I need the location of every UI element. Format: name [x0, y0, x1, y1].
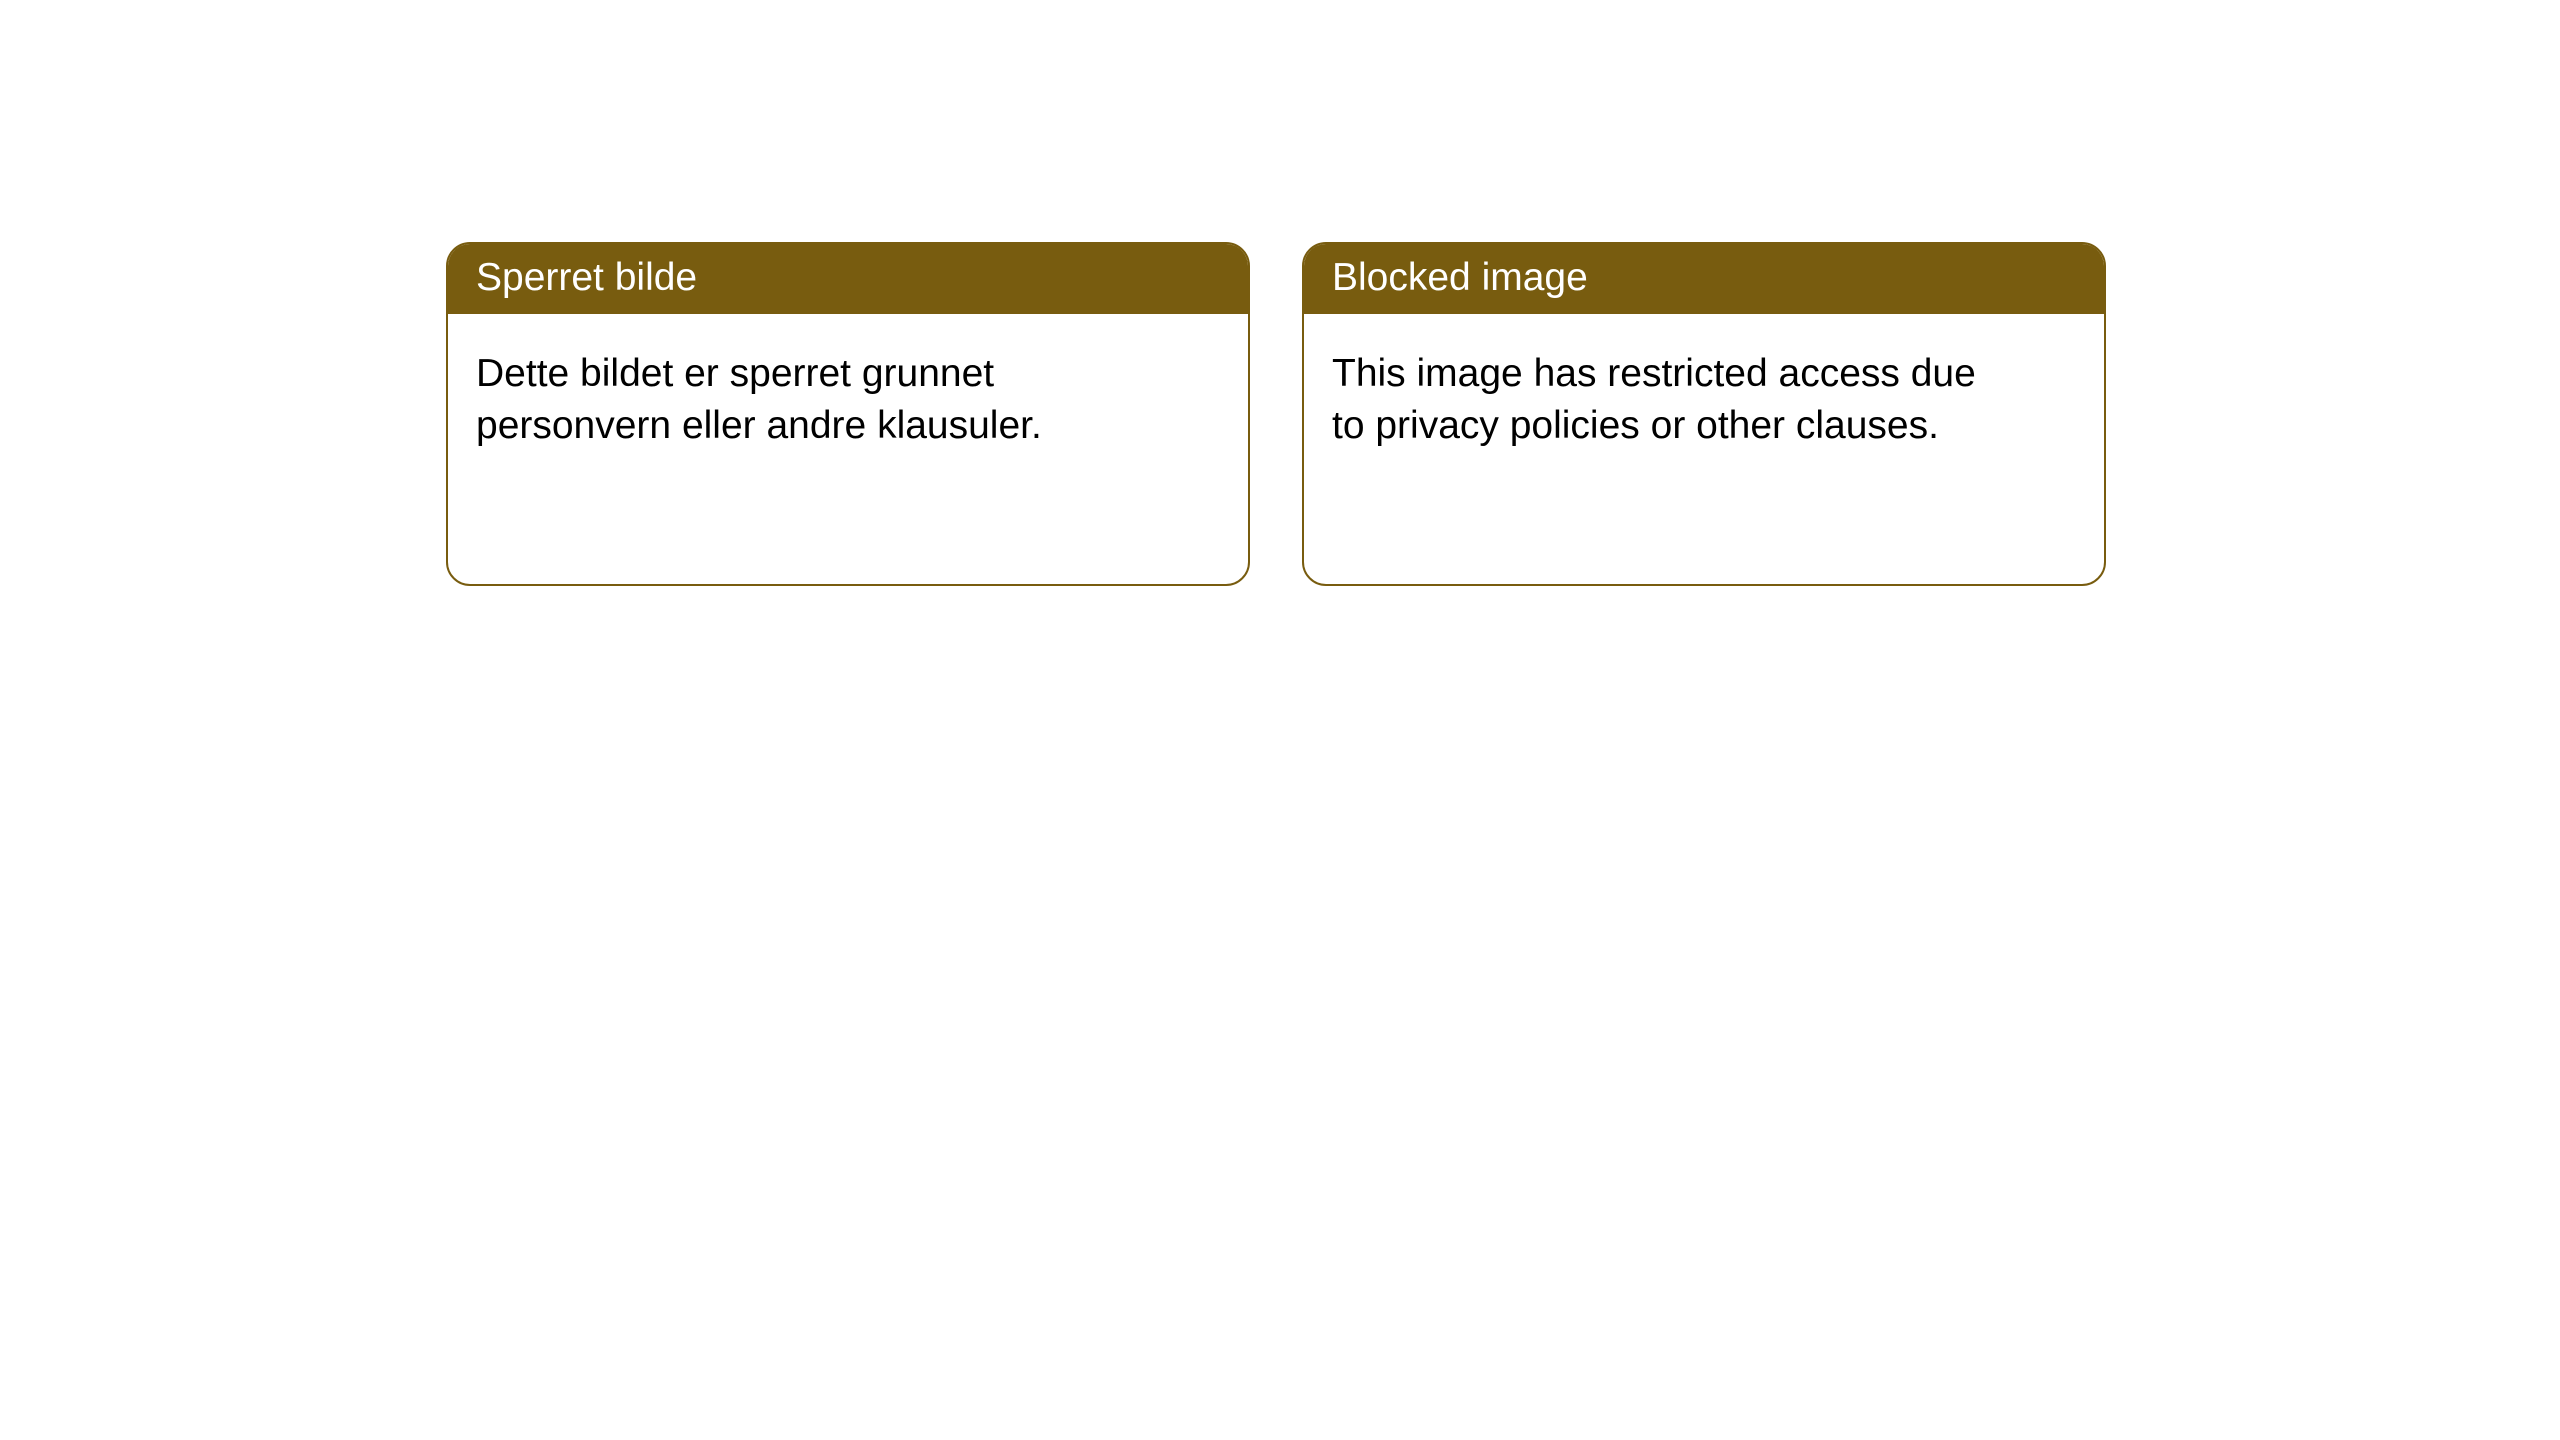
card-message: This image has restricted access due to …	[1332, 348, 1982, 453]
card-message: Dette bildet er sperret grunnet personve…	[476, 348, 1126, 453]
card-header: Blocked image	[1304, 244, 2104, 314]
blocked-image-card-norwegian: Sperret bilde Dette bildet er sperret gr…	[446, 242, 1250, 586]
card-title: Sperret bilde	[476, 256, 697, 299]
blocked-image-card-english: Blocked image This image has restricted …	[1302, 242, 2106, 586]
notice-cards-container: Sperret bilde Dette bildet er sperret gr…	[0, 0, 2560, 586]
card-body: This image has restricted access due to …	[1304, 314, 2104, 584]
card-title: Blocked image	[1332, 256, 1588, 299]
card-body: Dette bildet er sperret grunnet personve…	[448, 314, 1248, 584]
card-header: Sperret bilde	[448, 244, 1248, 314]
